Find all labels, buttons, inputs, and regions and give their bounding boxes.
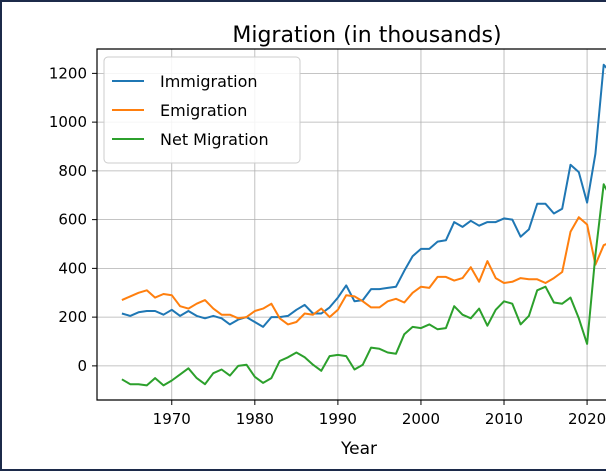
chart-title: Migration (in thousands) xyxy=(232,23,501,48)
series-line-net-migration xyxy=(121,183,606,387)
x-tick-label: 1990 xyxy=(319,410,357,428)
y-tick-label: 800 xyxy=(58,162,87,180)
y-tick-label: 0 xyxy=(77,357,87,375)
legend-label-net-migration: Net Migration xyxy=(160,130,269,149)
y-tick-label: 1200 xyxy=(49,64,87,82)
x-tick-label: 1970 xyxy=(153,410,191,428)
x-tick-label: 2000 xyxy=(402,410,440,428)
legend-box xyxy=(103,56,301,164)
y-tick-label: 200 xyxy=(58,308,87,326)
y-tick-label: 600 xyxy=(58,211,87,229)
axes-frame xyxy=(96,48,606,401)
x-axis-label: Year xyxy=(340,439,377,459)
series-line-emigration xyxy=(121,216,606,326)
y-tick-label: 1000 xyxy=(49,113,87,131)
x-tick-label: 2020 xyxy=(568,410,606,428)
legend-label-immigration: Immigration xyxy=(160,72,258,91)
series-line-immigration xyxy=(121,63,606,328)
x-tick-label: 1980 xyxy=(236,410,274,428)
legend-label-emigration: Emigration xyxy=(160,101,247,120)
x-tick-label: 2010 xyxy=(485,410,523,428)
y-tick-label: 400 xyxy=(58,259,87,277)
